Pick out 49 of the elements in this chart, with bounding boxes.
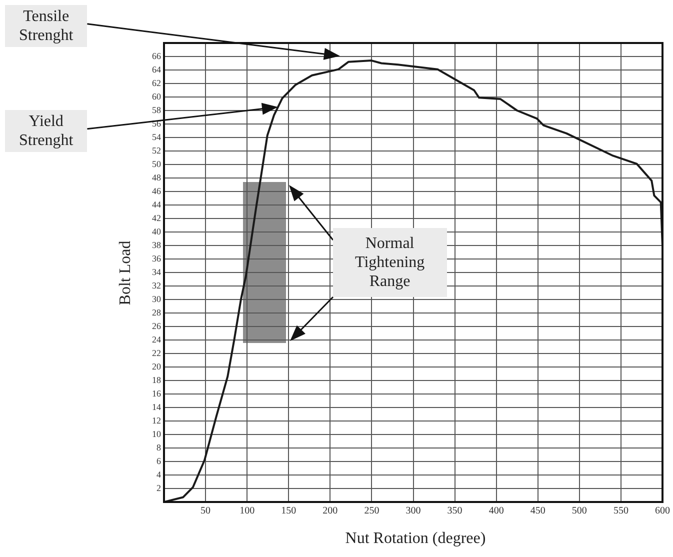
y-tick-label: 42	[152, 212, 161, 223]
x-tick-label: 150	[281, 506, 296, 517]
y-tick-label: 32	[152, 280, 161, 290]
y-tick-label: 48	[152, 172, 162, 182]
y-tick-label: 14	[152, 402, 162, 412]
y-tick-label: 40	[152, 226, 162, 236]
x-tick-label: 250	[364, 506, 380, 517]
x-tick-label: 500	[572, 506, 587, 517]
y-tick-label: 60	[152, 91, 162, 102]
y-tick-label: 58	[152, 104, 162, 115]
y-tick-label: 6	[156, 456, 162, 466]
y-tick-label: 12	[152, 415, 161, 426]
x-tick-label: 400	[488, 506, 504, 517]
y-tick-label: 44	[152, 199, 162, 210]
y-tick-label: 46	[152, 186, 162, 196]
y-tick-label: 22	[152, 348, 161, 358]
y-tick-label: 36	[152, 253, 162, 264]
y-tick-label: 54	[152, 132, 162, 142]
x-tick-label: 300	[406, 506, 421, 517]
text: Yield Strenght	[5, 110, 88, 152]
y-tick-label: 52	[152, 145, 161, 156]
y-tick-label: 8	[156, 442, 162, 452]
x-tick-label: 200	[322, 506, 338, 517]
y-tick-label: 16	[152, 388, 162, 398]
x-tick-label: 550	[613, 506, 628, 517]
annotation: Normal Tightening Range	[333, 228, 447, 297]
y-tick-label: 10	[152, 428, 162, 439]
y-tick-label: 2	[156, 482, 161, 493]
y-tick-label: 24	[152, 334, 162, 344]
x-tick-label: 450	[530, 506, 546, 517]
y-tick-label: 18	[152, 374, 162, 385]
x-axis-title: Nut Rotation (degree)	[345, 530, 486, 548]
y-tick-label: 30	[152, 294, 162, 304]
y-tick-label: 26	[152, 320, 162, 331]
x-tick-label: 350	[447, 506, 462, 517]
y-tick-label: 62	[152, 78, 161, 88]
y-tick-label: 34	[152, 266, 162, 277]
y-tick-label: 4	[156, 469, 162, 480]
x-tick-label: 50	[200, 506, 211, 517]
y-tick-label: 64	[152, 64, 162, 74]
x-tick-label: 600	[655, 506, 670, 517]
y-tick-label: 50	[152, 158, 162, 169]
y-tick-label: 28	[152, 307, 162, 318]
y-tick-label: 38	[152, 240, 162, 250]
text: Tensile Strenght	[5, 5, 88, 47]
y-tick-label: 20	[152, 361, 162, 372]
y-axis-title: Bolt Load	[117, 240, 135, 305]
x-tick-label: 100	[240, 506, 255, 517]
y-tick-label: 66	[152, 50, 162, 61]
